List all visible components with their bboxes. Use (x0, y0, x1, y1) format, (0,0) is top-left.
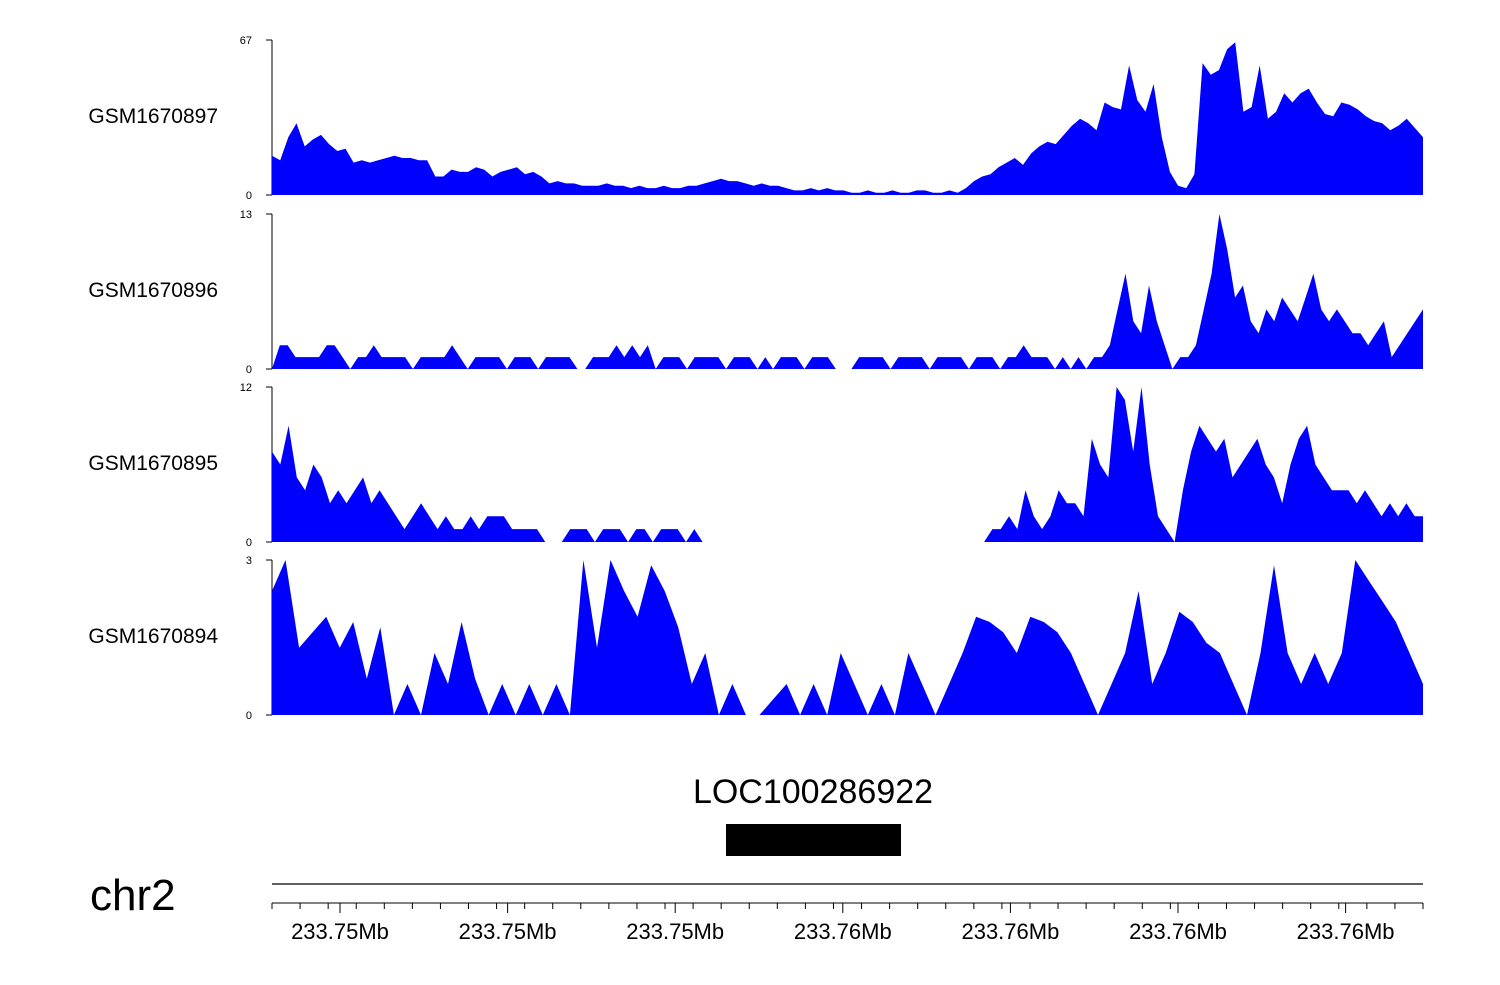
signal-area-GSM1670895 (272, 387, 1423, 542)
signal-area-GSM1670894 (272, 560, 1423, 715)
y-tick-label: 0 (246, 190, 252, 202)
x-tick-label: 233.75Mb (291, 919, 389, 944)
y-tick-label: 13 (240, 209, 252, 221)
track-name-label: GSM1670896 (88, 279, 218, 302)
y-tick-label: 0 (246, 364, 252, 376)
signal-area-GSM1670897 (272, 42, 1423, 195)
signal-area-GSM1670896 (272, 214, 1423, 369)
genomic-axis: 233.75Mb 233.75Mb 233.75Mb 233.76Mb 233.76Mb… (271, 902, 1424, 944)
x-tick-label: 233.76Mb (1297, 919, 1395, 944)
track-name-label: GSM1670894 (88, 625, 218, 648)
x-tick-label: 233.76Mb (961, 919, 1059, 944)
x-tick-label: 233.75Mb (626, 919, 724, 944)
tracks-layer: GSM1670897067GSM1670896013GSM1670895012G… (88, 35, 1423, 722)
x-tick-label: 233.76Mb (1129, 919, 1227, 944)
y-tick-label: 0 (246, 710, 252, 722)
chromosome-label: chr2 (90, 871, 176, 920)
track-name-label: GSM1670895 (88, 452, 218, 475)
y-tick-label: 3 (246, 555, 252, 567)
y-tick-label: 67 (240, 35, 252, 47)
track-GSM1670896: GSM1670896 0 13 (88, 209, 1423, 376)
y-tick-label: 0 (246, 537, 252, 549)
x-tick-label: 233.75Mb (459, 919, 557, 944)
track-name-label: GSM1670897 (88, 105, 218, 128)
x-tick-label: 233.76Mb (794, 919, 892, 944)
y-tick-label: 12 (240, 382, 252, 394)
track-GSM1670894: GSM1670894 0 3 (88, 555, 1423, 722)
track-GSM1670895: GSM1670895 0 12 (88, 382, 1423, 549)
gene-feature-bar (726, 824, 901, 856)
gene-label: LOC100286922 (693, 773, 933, 811)
track-GSM1670897: GSM1670897 0 67 (88, 35, 1423, 202)
